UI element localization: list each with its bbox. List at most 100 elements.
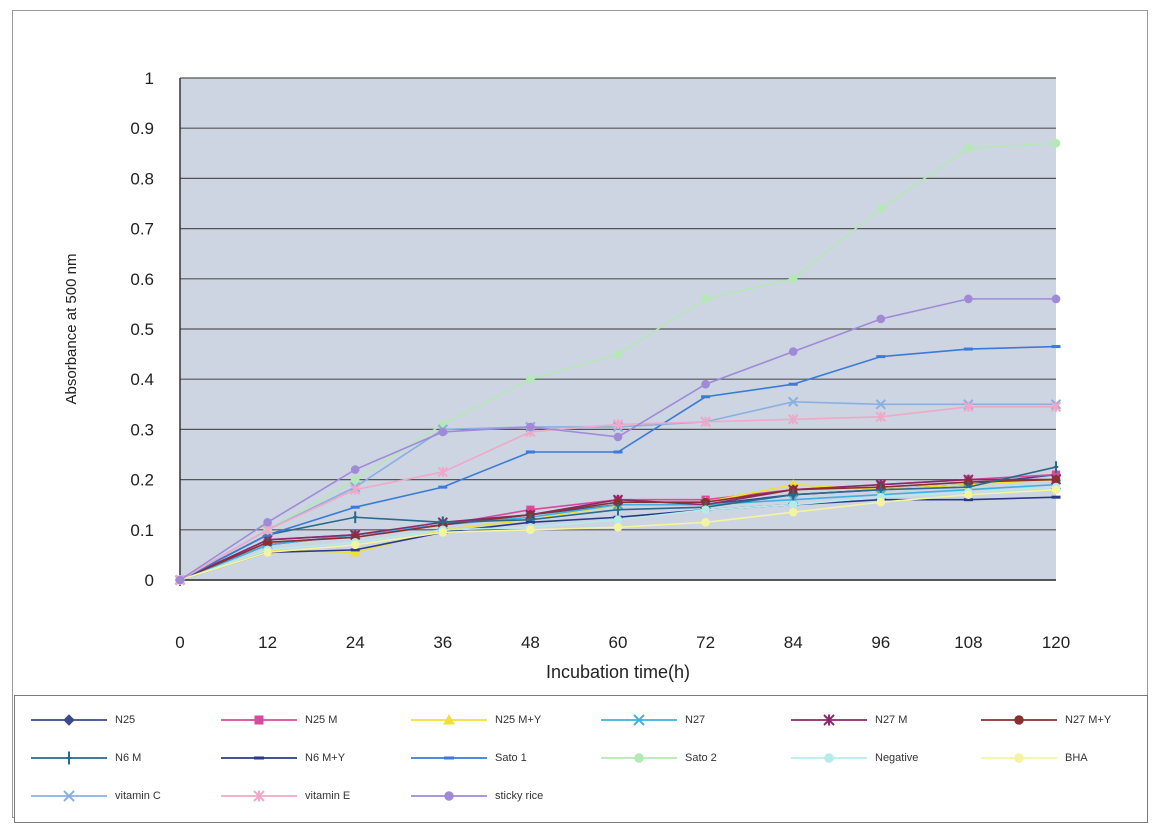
- series-sato-2: [175, 138, 1061, 585]
- legend-item: Sato 2: [599, 748, 717, 768]
- x-tick-label: 108: [954, 633, 982, 652]
- series-point: [964, 294, 973, 304]
- series-point: [701, 379, 710, 389]
- legend-item: vitamin C: [29, 786, 161, 806]
- series-point: [263, 548, 272, 557]
- series-point: [876, 497, 886, 507]
- series-point: [876, 204, 886, 213]
- series-point: [700, 416, 711, 428]
- legend-item: N25 M+Y: [409, 710, 541, 730]
- series-point: [613, 432, 623, 442]
- legend-swatch: [981, 753, 1057, 763]
- series-point: [253, 790, 265, 802]
- grid-lines: [180, 77, 1056, 581]
- series-point: [964, 143, 973, 153]
- series-point: [633, 714, 645, 726]
- legend-label: BHA: [1065, 752, 1088, 764]
- series-point: [263, 517, 272, 527]
- tick-labels: 0 0.1 0.2 0.3 0.4 0.5 0.6 0.7 0.8 0.9 1 0 12 24 36 48 60…: [130, 69, 1070, 652]
- series-point: [790, 488, 796, 501]
- legend-swatch: [221, 790, 297, 802]
- x-tick-label: 48: [521, 633, 540, 652]
- legend-label: vitamin E: [305, 790, 351, 802]
- y-tick-label: 1: [145, 69, 154, 88]
- y-tick-label: 0.2: [130, 471, 154, 490]
- series-point: [526, 374, 535, 384]
- series-point: [63, 714, 75, 726]
- x-tick-label: 12: [258, 633, 277, 652]
- y-tick-label: 0.5: [130, 320, 154, 339]
- series-point: [964, 490, 973, 499]
- x-tick-label: 84: [784, 633, 803, 652]
- series-point: [1051, 475, 1061, 484]
- series-point: [701, 505, 710, 515]
- series-point: [1051, 138, 1061, 148]
- legend-label: N27 M: [875, 714, 908, 726]
- series-point: [526, 525, 535, 535]
- series-point: [824, 753, 834, 763]
- series-point: [437, 466, 449, 478]
- series-point: [438, 427, 448, 437]
- legend-item: vitamin E: [219, 786, 350, 806]
- series-point: [613, 522, 623, 532]
- series-point: [788, 507, 798, 517]
- series-point: [1051, 294, 1061, 304]
- series-point: [444, 791, 454, 801]
- series-point: [526, 422, 535, 432]
- legend-swatch: [31, 714, 107, 726]
- series-point: [876, 314, 886, 324]
- legend-swatch: [411, 756, 487, 760]
- legend-item: N25: [29, 710, 135, 730]
- legend-label: N27: [685, 714, 706, 726]
- series-group: [174, 138, 1062, 586]
- series-point: [701, 294, 710, 304]
- series-point: [254, 715, 264, 725]
- y-tick-label: 0.4: [130, 370, 154, 389]
- legend-swatch: [601, 753, 677, 763]
- x-tick-label: 120: [1042, 633, 1070, 652]
- legend-swatch: [411, 791, 487, 801]
- series-point: [701, 517, 710, 527]
- legend-label: N6 M: [115, 752, 142, 764]
- legend-label: N25 M+Y: [495, 714, 542, 726]
- legend-label: N25 M: [305, 714, 338, 726]
- x-tick-label: 24: [346, 633, 365, 652]
- series-point: [634, 753, 644, 763]
- y-tick-label: 0.1: [130, 521, 154, 540]
- series-point: [350, 465, 360, 474]
- series-point: [963, 401, 974, 413]
- axes: [179, 78, 1056, 581]
- legend: N25 N25 M N25 M+Y N27 N27 M N27 M+Y N6 M N6 M+Y…: [14, 695, 1148, 823]
- series-point: [788, 347, 798, 356]
- series-point: [66, 751, 72, 765]
- legend-label: Negative: [875, 752, 919, 764]
- legend-swatch: [31, 751, 107, 765]
- y-tick-label: 0.7: [130, 220, 154, 239]
- series-point: [823, 714, 835, 726]
- x-tick-label: 72: [696, 633, 715, 652]
- series-point: [1053, 461, 1059, 473]
- series-point: [349, 546, 361, 557]
- series-point: [875, 411, 887, 423]
- x-tick-label: 36: [433, 633, 452, 652]
- legend-item: Sato 1: [409, 748, 527, 768]
- series-point: [349, 484, 361, 495]
- legend-label: Sato 1: [495, 752, 527, 764]
- legend-item: sticky rice: [409, 786, 543, 806]
- legend-label: N6 M+Y: [305, 752, 346, 764]
- series-point: [1050, 401, 1062, 413]
- series-point: [63, 790, 75, 802]
- legend-label: N27 M+Y: [1065, 714, 1112, 726]
- legend-swatch: [221, 715, 297, 725]
- legend-item: N27 M: [789, 710, 907, 730]
- series-point: [1014, 753, 1024, 763]
- x-tick-label: 60: [609, 633, 628, 652]
- legend-item: N25 M: [219, 710, 337, 730]
- y-tick-label: 0.9: [130, 119, 154, 138]
- y-tick-label: 0.6: [130, 270, 154, 289]
- legend-item: N27: [599, 710, 705, 730]
- legend-swatch: [791, 714, 867, 726]
- legend-label: Sato 2: [685, 752, 717, 764]
- series-point: [350, 540, 360, 550]
- legend-swatch: [411, 713, 487, 725]
